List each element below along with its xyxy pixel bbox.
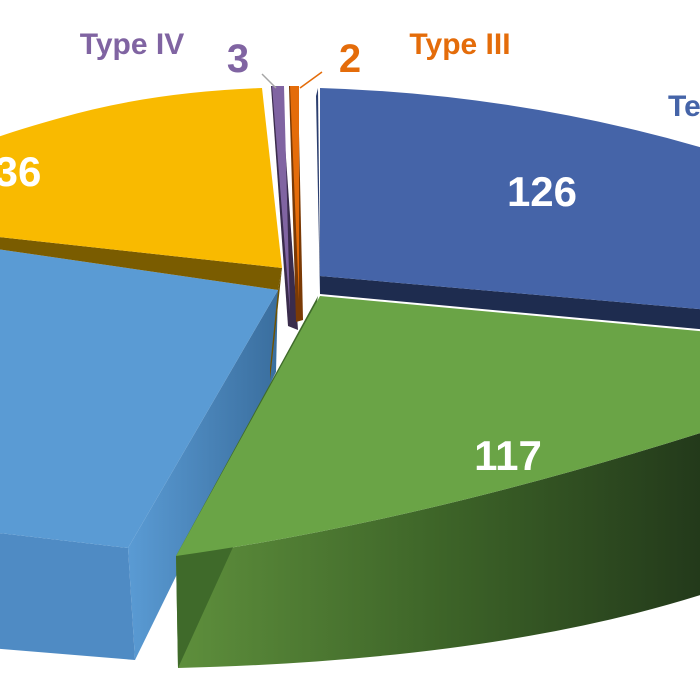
slice-green: [176, 296, 700, 668]
slice-dark-blue: [316, 88, 700, 330]
data-label-36: 36: [0, 148, 41, 195]
slice-purple-top: [272, 86, 290, 312]
slice-yellow: [0, 88, 282, 380]
data-label-117: 117: [474, 432, 542, 479]
slice-green-side: [176, 433, 700, 668]
slice-orange: [289, 86, 303, 322]
slice-yellow-top: [0, 88, 282, 268]
slice-light-blue: [0, 249, 278, 660]
data-label-126: 126: [507, 168, 577, 215]
data-label-2: 2: [339, 37, 361, 81]
leader-line-type-iii: [299, 71, 323, 89]
leader-line-type-iv: [261, 73, 277, 89]
slice-dark-blue-side-left: [316, 88, 320, 294]
slice-purple: [271, 86, 298, 330]
slice-orange-top: [290, 86, 299, 300]
slice-light-blue-side: [128, 290, 278, 660]
category-label-type-iv: Type IV: [80, 28, 184, 61]
category-label-te: Te: [668, 90, 700, 123]
slice-yellow-side-right: [270, 268, 282, 380]
slice-green-top: [176, 296, 700, 556]
slice-light-blue-side-front: [0, 533, 135, 660]
slice-yellow-side: [0, 237, 282, 290]
data-label-3: 3: [227, 37, 249, 81]
slice-light-blue-top: [0, 249, 278, 548]
slice-dark-blue-top: [320, 88, 700, 310]
category-label-type-iii: Type III: [409, 28, 510, 61]
slice-dark-blue-side: [320, 276, 700, 330]
